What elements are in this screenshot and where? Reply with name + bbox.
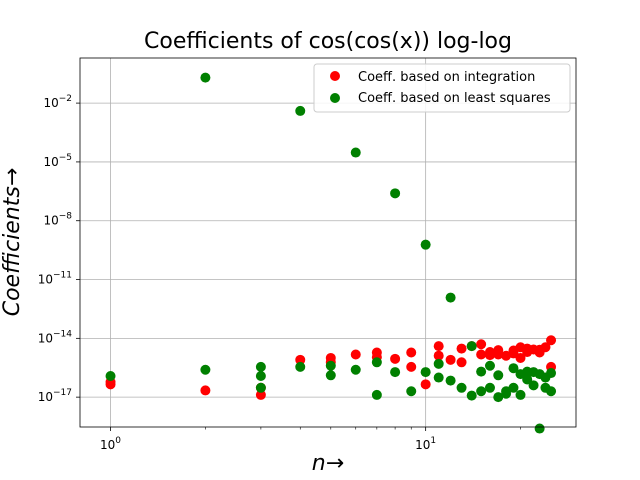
data-point <box>522 374 533 385</box>
data-point <box>501 388 512 399</box>
data-point <box>371 389 382 400</box>
data-point <box>200 364 211 375</box>
data-point <box>456 382 467 393</box>
data-point <box>515 389 526 400</box>
data-point <box>350 364 361 375</box>
data-point <box>433 372 444 383</box>
data-point <box>325 370 336 381</box>
data-point <box>406 347 417 358</box>
data-point <box>508 363 519 374</box>
data-point <box>493 392 504 403</box>
data-point <box>255 382 266 393</box>
data-point <box>371 357 382 368</box>
data-point <box>484 360 495 371</box>
points-layer <box>105 72 557 434</box>
data-point <box>200 72 211 83</box>
data-point <box>476 349 487 360</box>
x-axis-label: n→ <box>312 451 344 476</box>
chart-title: Coefficients of cos(cos(x)) log-log <box>144 29 512 54</box>
data-point <box>445 354 456 365</box>
data-point <box>445 292 456 303</box>
legend-box <box>313 63 571 113</box>
data-point <box>515 352 526 363</box>
series-integration <box>105 335 557 400</box>
data-point <box>528 380 539 391</box>
data-point <box>350 349 361 360</box>
y-axis-ticks: 10−17 10−14 10−11 10−8 10−5 10−2 <box>38 94 80 404</box>
data-point <box>546 386 557 397</box>
data-point <box>390 367 401 378</box>
data-point <box>476 366 487 377</box>
data-point <box>406 361 417 372</box>
data-point <box>105 379 116 390</box>
legend-marker-integration <box>330 71 340 81</box>
data-point <box>350 147 361 158</box>
data-point <box>200 385 211 396</box>
data-point <box>295 354 306 365</box>
plot-frame <box>79 57 577 428</box>
data-point <box>456 343 467 354</box>
data-point <box>484 382 495 393</box>
data-point <box>466 341 477 352</box>
data-point <box>255 361 266 372</box>
data-point <box>456 357 467 368</box>
data-point <box>325 360 336 371</box>
data-point <box>420 367 431 378</box>
data-point <box>546 335 557 346</box>
data-point <box>406 386 417 397</box>
data-point <box>540 342 551 353</box>
data-point <box>534 423 545 434</box>
data-point <box>105 370 116 381</box>
data-point <box>476 339 487 350</box>
legend-label-integration: Coeff. based on integration <box>358 70 535 85</box>
data-point <box>420 239 431 250</box>
y-tick-label: 10−5 <box>43 153 72 169</box>
data-point <box>445 375 456 386</box>
y-tick-label: 10−2 <box>43 94 72 110</box>
data-point <box>508 382 519 393</box>
data-point <box>546 368 557 379</box>
data-point <box>433 341 444 352</box>
y-tick-label: 10−14 <box>38 329 73 345</box>
y-tick-label: 10−17 <box>38 388 72 404</box>
legend: Coeff. based on integration Coeff. based… <box>313 63 571 113</box>
data-point <box>325 352 336 363</box>
data-point <box>295 361 306 372</box>
x-tick-label: 100 <box>100 436 121 452</box>
data-point <box>433 358 444 369</box>
y-axis-label: Coefficients→ <box>0 168 25 317</box>
data-point <box>255 370 266 381</box>
legend-label-least-squares: Coeff. based on least squares <box>358 91 551 106</box>
series-least-squares <box>105 72 557 434</box>
y-tick-label: 10−8 <box>43 212 72 228</box>
data-point <box>466 390 477 401</box>
data-point <box>484 350 495 361</box>
data-point <box>420 379 431 390</box>
data-point <box>476 386 487 397</box>
x-axis-ticks: 100 101 <box>100 427 521 452</box>
data-point <box>390 353 401 364</box>
data-point <box>295 105 306 116</box>
x-tick-label: 101 <box>415 436 436 452</box>
data-point <box>493 349 504 360</box>
y-tick-label: 10−11 <box>38 271 72 287</box>
data-point <box>390 188 401 199</box>
legend-marker-least-squares <box>330 93 340 103</box>
data-point <box>433 350 444 361</box>
data-point <box>493 370 504 381</box>
data-point <box>255 389 266 400</box>
